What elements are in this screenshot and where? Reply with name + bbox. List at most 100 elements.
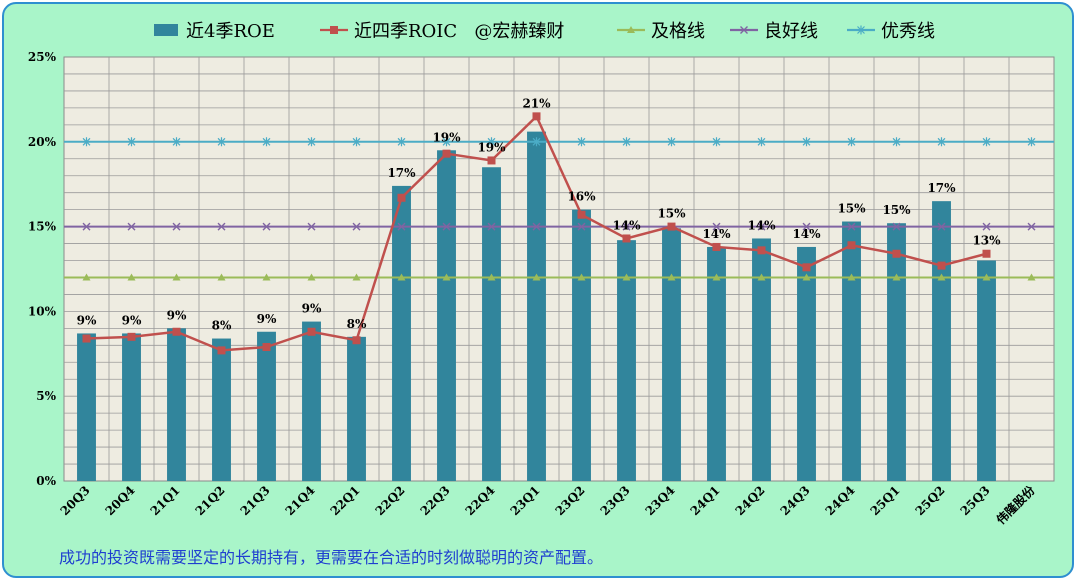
roe-bar — [932, 201, 951, 481]
reference-line-marker — [262, 137, 271, 147]
reference-line-marker — [712, 137, 721, 147]
reference-line-marker — [217, 137, 226, 147]
reference-line-marker — [847, 222, 856, 231]
x-tick-label: 24Q3 — [778, 483, 813, 518]
reference-line-marker — [577, 137, 586, 147]
roe-bar — [347, 336, 366, 481]
roic-point — [127, 332, 136, 341]
x-tick-label: 23Q3 — [598, 483, 633, 518]
roic-point — [532, 112, 541, 121]
legend-label: 近4季ROE — [186, 21, 275, 42]
reference-line-marker — [982, 137, 991, 147]
roic-point — [172, 327, 181, 336]
reference-line-marker — [127, 222, 136, 231]
reference-line-marker — [622, 273, 631, 281]
roe-data-label: 15% — [657, 207, 686, 221]
roe-data-label: 9% — [122, 313, 142, 327]
roe-bar — [662, 228, 681, 481]
reference-line-marker — [892, 222, 901, 231]
roic-point — [892, 249, 901, 258]
roic-point — [937, 261, 946, 270]
roe-data-label: 19% — [477, 140, 506, 154]
reference-line-marker — [802, 273, 811, 281]
y-tick-label: 25% — [28, 50, 57, 64]
roic-point — [82, 334, 91, 343]
reference-line-marker — [442, 137, 451, 147]
reference-line-marker — [262, 273, 271, 281]
reference-line-marker — [757, 222, 766, 231]
reference-line-marker — [532, 273, 541, 281]
x-tick-label: 25Q3 — [958, 483, 993, 518]
reference-line-marker — [1027, 222, 1036, 231]
x-tick-label: 24Q1 — [688, 483, 723, 518]
roe-data-label: 13% — [972, 234, 1001, 248]
y-tick-label: 5% — [36, 389, 56, 403]
y-tick-label: 15% — [28, 220, 57, 234]
x-tick-label: 21Q3 — [238, 483, 273, 518]
reference-line-marker — [262, 222, 271, 231]
legend-marker — [627, 26, 635, 33]
reference-line-marker — [712, 222, 721, 231]
roe-data-label: 14% — [747, 218, 776, 232]
reference-line-marker — [757, 273, 766, 281]
x-tick-label: 23Q2 — [553, 483, 588, 518]
x-tick-label: 22Q1 — [328, 483, 363, 518]
roic-point — [442, 149, 451, 158]
roic-point — [262, 343, 271, 352]
reference-line-marker — [307, 137, 316, 147]
reference-line-marker — [982, 273, 991, 281]
reference-line-marker — [622, 222, 631, 231]
reference-line-marker — [667, 137, 676, 147]
roic-point — [667, 222, 676, 231]
reference-line-marker — [127, 273, 136, 281]
roe-bar — [482, 167, 501, 482]
reference-line-marker — [127, 137, 136, 147]
y-tick-label: 0% — [36, 474, 56, 488]
roe-data-label: 14% — [702, 227, 731, 241]
roe-bar — [842, 221, 861, 481]
reference-line-marker — [442, 222, 451, 231]
reference-line-marker — [667, 273, 676, 281]
legend-label: 优秀线 — [881, 21, 935, 42]
roe-data-label: 9% — [257, 312, 277, 326]
roe-data-label: 14% — [612, 218, 641, 232]
roe-data-label: 17% — [927, 181, 956, 195]
reference-line-marker — [577, 222, 586, 231]
roe-bar — [797, 246, 816, 481]
roic-point — [397, 193, 406, 202]
reference-line-marker — [352, 222, 361, 231]
reference-line-marker — [937, 222, 946, 231]
x-tick-label: 22Q2 — [373, 483, 408, 518]
reference-line-marker — [802, 137, 811, 147]
roe-bar — [977, 260, 996, 481]
x-tick-label: 伟隆股份 — [993, 482, 1038, 527]
reference-line-marker — [712, 273, 721, 281]
reference-line-marker — [82, 273, 91, 281]
roic-point — [712, 242, 721, 251]
roe-data-label: 19% — [432, 130, 461, 144]
reference-line-marker — [172, 137, 181, 147]
reference-line-marker — [892, 273, 901, 281]
roe-data-label: 9% — [302, 302, 322, 316]
roe-data-label: 15% — [837, 202, 866, 216]
reference-line-marker — [172, 273, 181, 281]
legend-label: 近四季ROIC @宏赫臻财 — [354, 21, 564, 42]
reference-line-marker — [307, 222, 316, 231]
reference-line-marker — [847, 273, 856, 281]
x-tick-label: 22Q3 — [418, 483, 453, 518]
roe-data-label: 21% — [522, 96, 551, 110]
roic-point — [217, 346, 226, 355]
reference-line-marker — [352, 137, 361, 147]
roe-data-label: 14% — [792, 227, 821, 241]
reference-line-marker — [397, 273, 406, 281]
reference-line-marker — [217, 222, 226, 231]
reference-line-marker — [577, 273, 586, 281]
roe-bar — [617, 240, 636, 481]
roe-roic-chart: 0% 5% 10% 15% 20% 25% 9% 9% 9% 8% 9% 9% 8% 17% 19% 19% 2… — [28, 21, 1055, 527]
roe-data-label: 8% — [212, 319, 232, 333]
reference-line-marker — [622, 137, 631, 147]
reference-line-marker — [532, 137, 541, 147]
roic-point — [487, 156, 496, 165]
legend-label: 及格线 — [651, 21, 705, 42]
x-tick-label: 21Q1 — [148, 483, 183, 518]
